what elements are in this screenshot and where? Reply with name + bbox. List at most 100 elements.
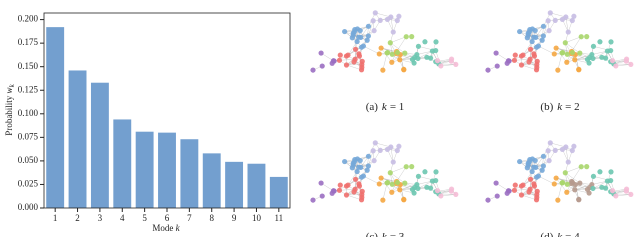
bar (113, 119, 132, 208)
node (545, 148, 551, 154)
node (571, 143, 577, 149)
node (608, 39, 614, 45)
node (623, 188, 629, 194)
node (590, 43, 597, 49)
node (319, 63, 325, 69)
node (438, 63, 444, 69)
x-label-text: Mode (152, 223, 175, 233)
node (485, 197, 491, 203)
node (365, 33, 371, 39)
node (512, 52, 518, 58)
edge (390, 36, 407, 43)
node (531, 183, 538, 189)
node (572, 187, 578, 193)
node (422, 39, 428, 45)
edge (592, 50, 608, 59)
bar (90, 82, 109, 208)
x-tick-label: 11 (274, 213, 283, 223)
caption-var: k (382, 231, 388, 237)
node (345, 52, 351, 58)
edge (347, 41, 358, 56)
node (526, 59, 532, 65)
node (394, 147, 400, 154)
node (384, 50, 391, 56)
edge (591, 180, 608, 185)
node (371, 28, 377, 34)
edge (557, 182, 563, 201)
node (380, 197, 386, 203)
node (518, 62, 525, 68)
node (358, 67, 365, 73)
edge (390, 172, 405, 184)
edge (571, 166, 582, 182)
edge (565, 42, 580, 54)
node (534, 188, 540, 194)
node (520, 52, 526, 58)
x-tick-label: 8 (209, 213, 214, 223)
node (529, 168, 535, 175)
node (559, 146, 566, 153)
node (533, 164, 539, 170)
caption-tag: (c) (366, 231, 379, 237)
node (448, 58, 454, 64)
node (564, 189, 570, 195)
node (546, 28, 552, 34)
node (511, 57, 518, 63)
node (376, 181, 382, 187)
edge (375, 12, 391, 18)
y-axis-label: Probability wk (4, 83, 16, 135)
node (376, 51, 382, 57)
node (494, 63, 500, 69)
y-tick-label: 0.200 (18, 14, 39, 24)
edge (538, 175, 555, 185)
node (356, 53, 363, 59)
node (351, 189, 357, 195)
node (453, 61, 459, 68)
node (613, 63, 619, 69)
edge (390, 166, 407, 173)
node (397, 187, 403, 193)
panel-caption: (d) k = 4 (540, 231, 580, 237)
node (337, 182, 343, 188)
node (336, 187, 343, 193)
node (438, 193, 444, 199)
node (517, 158, 523, 165)
node (352, 46, 359, 52)
node (546, 158, 552, 164)
node (390, 29, 396, 35)
node (504, 190, 510, 196)
node (577, 180, 583, 186)
node (531, 53, 538, 59)
node (453, 191, 459, 198)
node (553, 175, 559, 181)
edge (346, 194, 362, 200)
node (370, 18, 376, 24)
caption-tag: (a) (366, 101, 379, 113)
node (555, 197, 561, 203)
node (527, 46, 534, 52)
node (564, 181, 570, 187)
bar (247, 163, 266, 208)
node (433, 47, 439, 54)
bar (269, 176, 288, 208)
edge (382, 52, 388, 71)
node (559, 180, 566, 186)
edge (514, 59, 531, 61)
node (603, 185, 609, 191)
node (562, 170, 568, 176)
x-tick-label: 4 (120, 213, 125, 223)
bar (202, 153, 221, 208)
node (559, 16, 566, 23)
x-tick-label: 6 (165, 213, 170, 223)
node (590, 173, 597, 179)
network-graph (485, 10, 634, 73)
node (518, 192, 525, 198)
edge (417, 50, 433, 59)
node (411, 190, 417, 196)
node (402, 180, 408, 186)
node (534, 174, 540, 180)
node (433, 39, 439, 45)
node (365, 23, 372, 29)
node (394, 179, 401, 186)
